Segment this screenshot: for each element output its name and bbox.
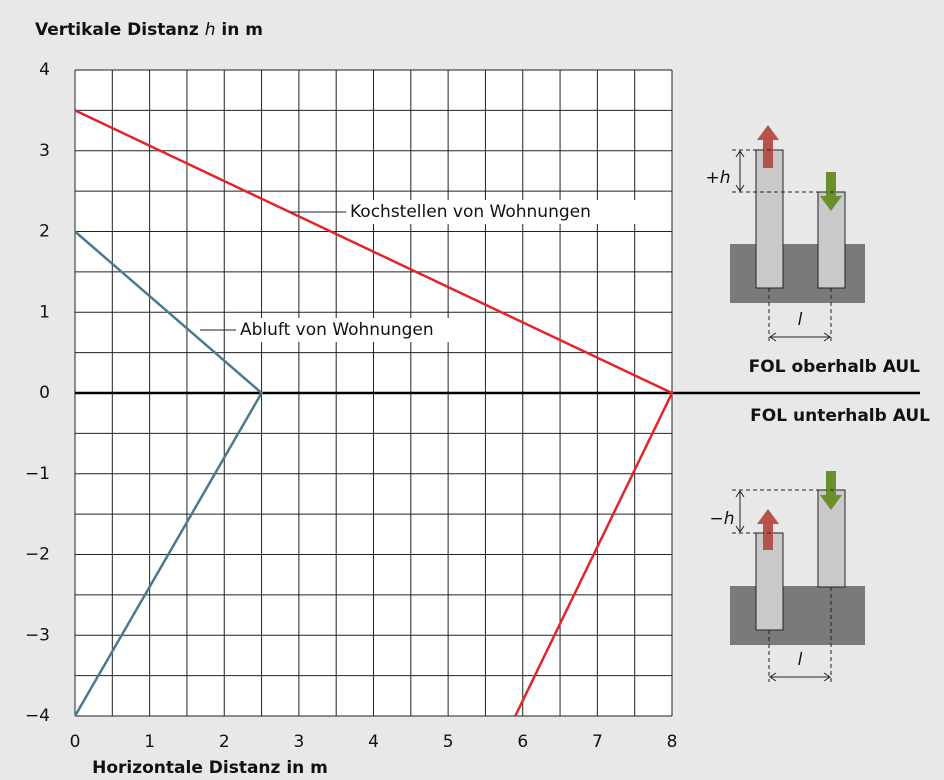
y-tick-label: 3 <box>39 141 50 161</box>
annotation: +h <box>705 168 730 188</box>
y-tick-label: −4 <box>25 706 50 726</box>
x-tick-label: 3 <box>293 732 304 752</box>
label-bg <box>346 200 636 224</box>
y-tick-label: −2 <box>25 545 50 565</box>
arrow-up <box>757 125 779 168</box>
annotation: −h <box>709 509 734 529</box>
x-tick-label: 0 <box>70 732 81 752</box>
x-tick-label: 5 <box>443 732 454 752</box>
annotation: l <box>798 310 803 330</box>
y-tick-label: 2 <box>39 222 50 242</box>
y-title-part: h <box>205 20 216 40</box>
roof <box>730 586 865 645</box>
y-axis-title: Vertikale Distanz h in m <box>35 20 263 40</box>
data-line <box>73 230 264 717</box>
x-tick-label: 6 <box>517 732 528 752</box>
dimension <box>735 150 831 342</box>
data-line <box>74 109 674 717</box>
annotation: l <box>798 650 803 670</box>
x-axis-title: Horizontale Distanz in m <box>92 758 328 778</box>
series-label: Abluft von Wohnungen <box>240 320 434 340</box>
annotation: FOL unterhalb AUL <box>750 406 930 426</box>
y-tick-label: −1 <box>25 464 50 484</box>
arrow-up <box>757 509 779 550</box>
dimension <box>735 490 831 682</box>
x-tick-label: 7 <box>592 732 603 752</box>
inset-below: −h l <box>709 471 865 682</box>
y-tick-label: −3 <box>25 625 50 645</box>
x-tick-label: 4 <box>368 732 379 752</box>
y-title-part: in m <box>216 20 263 40</box>
x-tick-label: 1 <box>144 732 155 752</box>
x-tick-label: 8 <box>667 732 678 752</box>
y-tick-label: 1 <box>39 302 50 322</box>
x-tick-label: 2 <box>219 732 230 752</box>
label-bg <box>236 318 472 342</box>
y-tick-label: 0 <box>39 383 50 403</box>
y-title-part: Vertikale Distanz <box>35 20 205 40</box>
chimney <box>755 149 784 289</box>
inset-above: +h l <box>705 125 865 342</box>
series-label: Kochstellen von Wohnungen <box>350 202 591 222</box>
annotation: FOL oberhalb AUL <box>749 357 921 377</box>
y-tick-label: 4 <box>39 60 50 80</box>
